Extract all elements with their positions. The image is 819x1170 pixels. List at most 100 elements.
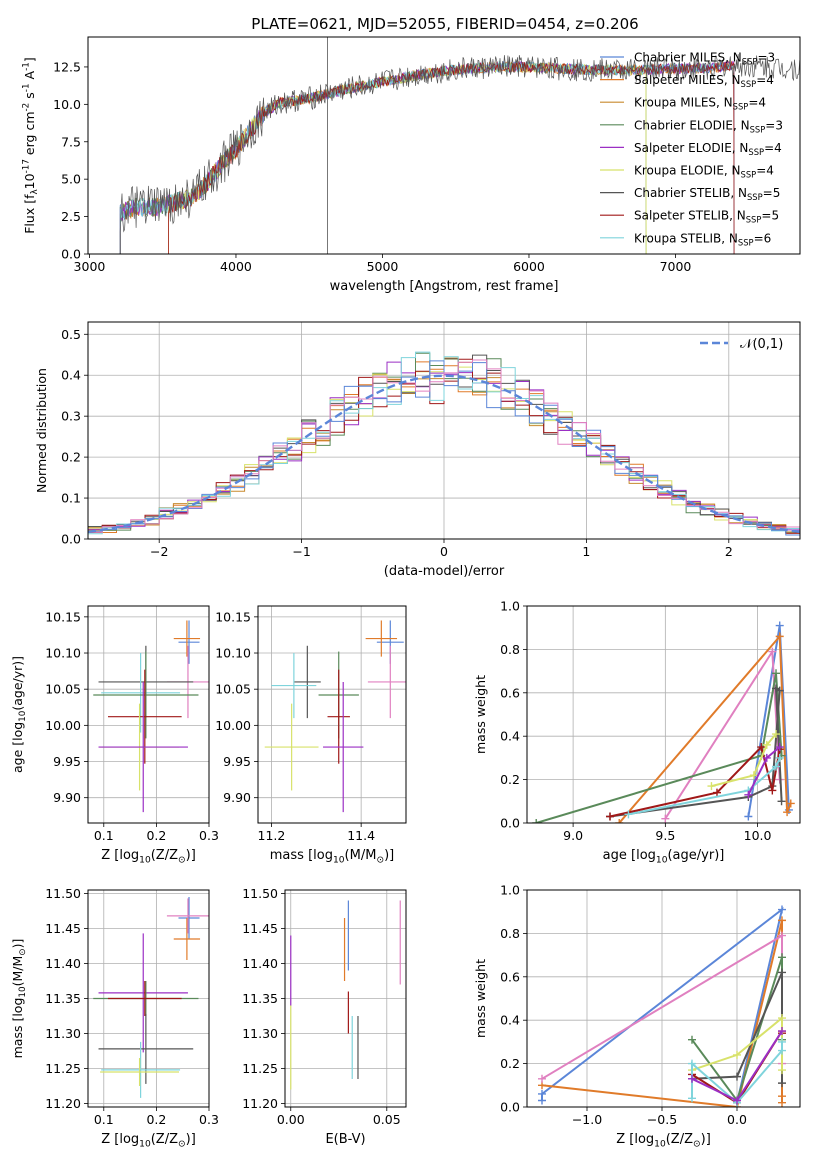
spectrum-series-line (168, 61, 735, 254)
x-axis-label: Z [log10(Z/Z⊙)] (616, 1132, 711, 1149)
panel-age_vs_Z: 0.1 0.2 0.3 9.90 9.95 10.00 10.05 10.10 10.15 Z [… (10, 605, 219, 865)
y-tick-label: 1.0 (500, 599, 520, 614)
weight-marker (772, 730, 781, 739)
weight-marker (624, 810, 633, 819)
weight-marker (778, 953, 786, 962)
y-tick-label: 5.0 (61, 172, 81, 187)
x-tick-label: 0 (440, 544, 448, 559)
x-tick-label: 11.4 (347, 828, 375, 843)
y-tick-label: 0.8 (500, 926, 520, 941)
weight-series-line (628, 757, 781, 816)
y-tick-label: 0.2 (500, 772, 520, 787)
weight-marker (538, 1074, 546, 1083)
weight-marker (778, 931, 786, 940)
weight-marker (783, 808, 792, 817)
y-axis-label: mass [log10(M/M⊙)] (10, 939, 28, 1059)
legend-label: Salpeter MILES, NSSP=4 (634, 73, 774, 89)
errorbar-point (173, 918, 201, 960)
weight-marker (615, 819, 624, 823)
plot-area-weight_vs_age (527, 606, 800, 823)
spectrum-series-line (119, 61, 647, 254)
errorbar-point (98, 1013, 194, 1084)
weight-marker (757, 743, 766, 752)
x-tick-label: −0.5 (647, 1112, 677, 1127)
x-tick-label: 0.3 (199, 828, 219, 843)
panel-weight_vs_age: 9.0 9.5 10.0 0.0 0.2 0.4 0.6 0.8 1.0 age [log10(a… (473, 599, 801, 865)
y-tick-label: 0.1 (61, 491, 81, 506)
errorbar-point (107, 981, 182, 1016)
plot-area-mass_vs_ebv (285, 890, 406, 1107)
errorbar-point (323, 681, 364, 813)
errorbar-point (173, 620, 201, 657)
weight-marker (778, 1066, 786, 1075)
errorbar-point (293, 645, 321, 719)
x-tick-label: 7000 (660, 259, 692, 274)
x-tick-label: 9.5 (655, 828, 675, 843)
legend-label: Chabrier ELODIE, NSSP=3 (634, 118, 783, 134)
plot-area-age_vs_Z (88, 606, 209, 823)
y-tick-label: 9.90 (223, 790, 251, 805)
x-axis-label: wavelength [Angstrom, rest frame] (330, 279, 559, 294)
y-tick-label: 10.05 (45, 682, 81, 697)
y-tick-label: 10.00 (215, 718, 251, 733)
errorbar-point (98, 933, 188, 1053)
y-tick-label: 11.30 (45, 1026, 81, 1041)
y-tick-label: 11.20 (242, 1096, 278, 1111)
panel-residuals: −2 −1 0 1 2 0.0 0.1 0.2 0.3 0.4 0.5 (data-model)/er… (34, 321, 801, 579)
spectrum-series-line (119, 60, 735, 254)
y-axis-label: age [log10(age/yr)] (10, 656, 28, 773)
errorbar-point (101, 653, 181, 733)
y-tick-label: 9.95 (223, 754, 251, 769)
plot-area-mass_vs_Z (88, 890, 209, 1107)
weight-marker (712, 788, 721, 797)
weight-marker (778, 968, 786, 977)
errorbar-point (327, 669, 350, 764)
y-tick-label: 11.50 (45, 886, 81, 901)
plot-area-weight_vs_Z (527, 890, 800, 1107)
y-tick-label: 2.5 (61, 209, 81, 224)
axes-frame (526, 889, 801, 1108)
panel-weight_vs_Z: −1.0 −0.5 0.0 0.0 0.2 0.4 0.6 0.8 1.0 Z [log10(Z/… (473, 883, 801, 1149)
legend-label: Salpeter ELODIE, NSSP=4 (634, 141, 782, 157)
x-tick-label: 0.1 (94, 828, 114, 843)
y-tick-label: 10.10 (215, 646, 251, 661)
y-tick-label: 0.0 (61, 247, 81, 262)
y-tick-label: 7.5 (61, 134, 81, 149)
y-tick-label: 9.90 (53, 790, 81, 805)
legend-label: Chabrier STELIB, NSSP=5 (634, 186, 780, 202)
weight-marker (778, 1046, 786, 1055)
y-tick-label: 11.35 (242, 991, 278, 1006)
y-tick-label: 11.35 (45, 991, 81, 1006)
errorbar-point (93, 651, 199, 739)
weight-marker (688, 1035, 696, 1044)
spectrum-series-line (119, 60, 735, 254)
x-tick-label: 6000 (513, 259, 545, 274)
weight-marker (772, 762, 781, 771)
weight-marker (762, 753, 771, 762)
weight-marker (744, 790, 753, 799)
x-tick-label: 0.00 (277, 1112, 305, 1127)
y-tick-label: 11.25 (45, 1061, 81, 1076)
weight-marker (688, 1074, 696, 1083)
errorbar-point (264, 703, 319, 791)
errorbar-point (365, 620, 398, 657)
weight-marker (768, 786, 777, 795)
plot-area-age_vs_mass (258, 606, 406, 823)
axes-frame (526, 605, 801, 824)
errorbar-point (101, 1041, 181, 1098)
weight-marker (775, 621, 784, 630)
errorbar-point (178, 620, 200, 664)
spectrum-series-line (119, 54, 800, 254)
axes-frame (284, 889, 407, 1108)
weight-marker (538, 1089, 546, 1098)
y-tick-label: 0.6 (500, 685, 520, 700)
y-tick-label: 10.00 (45, 718, 81, 733)
weight-marker (606, 812, 615, 821)
weight-marker (777, 797, 786, 806)
weight-marker (688, 1059, 696, 1068)
weight-marker (778, 1037, 786, 1046)
x-axis-label: (data-model)/error (384, 564, 505, 579)
x-tick-label: 0.2 (146, 1112, 166, 1127)
y-tick-label: 0.3 (61, 409, 81, 424)
